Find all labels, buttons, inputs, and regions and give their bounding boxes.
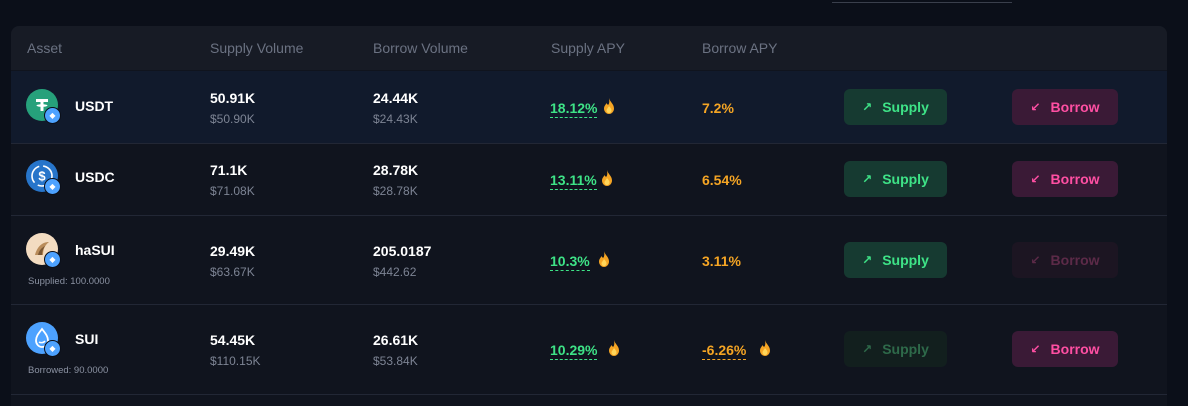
arrow-up-right-icon: ↗ (862, 253, 873, 267)
arrow-up-right-icon: ↗ (862, 172, 873, 186)
supply-label: Supply (882, 99, 929, 115)
supply-button[interactable]: ↗ Supply (844, 89, 947, 125)
asset-name: haSUI (75, 242, 115, 258)
header-asset: Asset (27, 40, 63, 56)
borrow-label: Borrow (1050, 171, 1100, 187)
arrow-down-left-icon: ↙ (1030, 100, 1041, 114)
arrow-up-right-icon: ↗ (862, 100, 873, 114)
supply-button[interactable]: ↗ Supply (844, 242, 947, 278)
asset-name: USDT (75, 98, 114, 114)
borrow-volume: 28.78K (373, 162, 419, 178)
sui-droplet-icon: ◆ (44, 178, 61, 195)
header-borrow-apy: Borrow APY (702, 40, 778, 56)
borrow-volume-usd: $28.78K (373, 184, 418, 198)
supply-label: Supply (882, 341, 929, 357)
svg-text:$: $ (38, 169, 46, 184)
markets-table: Asset Supply Volume Borrow Volume Supply… (11, 26, 1167, 406)
borrow-button[interactable]: ↙ Borrow (1012, 161, 1118, 197)
borrow-volume-usd: $442.62 (373, 265, 417, 279)
header-supply-volume: Supply Volume (210, 40, 304, 56)
supplied-amount: Supplied: 100.0000 (28, 276, 110, 287)
supply-label: Supply (882, 252, 929, 268)
arrow-down-left-icon: ↙ (1030, 253, 1041, 267)
supply-apy[interactable]: 18.12% (550, 100, 598, 118)
usdt-icon (26, 89, 58, 121)
supply-button[interactable]: ↗ Supply (844, 161, 947, 197)
header-borrow-volume: Borrow Volume (373, 40, 468, 56)
fire-icon (602, 170, 612, 186)
borrow-label: Borrow (1050, 341, 1100, 357)
supply-volume-usd: $63.67K (210, 265, 255, 279)
supply-volume-usd: $71.08K (210, 184, 255, 198)
asset-name: USDC (75, 169, 115, 185)
borrow-volume: 26.61K (373, 332, 419, 348)
supply-volume: 71.1K (210, 162, 248, 178)
arrow-up-right-icon: ↗ (862, 342, 873, 356)
table-header: Asset Supply Volume Borrow Volume Supply… (11, 26, 1167, 70)
supply-volume-usd: $50.90K (210, 112, 255, 126)
top-divider (832, 0, 1012, 3)
borrow-label: Borrow (1050, 252, 1100, 268)
borrow-apy: 3.11% (702, 253, 741, 269)
supply-button-disabled[interactable]: ↗ Supply (844, 331, 947, 367)
borrow-label: Borrow (1050, 99, 1100, 115)
asset-name: SUI (75, 331, 99, 347)
arrow-down-left-icon: ↙ (1030, 342, 1041, 356)
header-supply-apy: Supply APY (551, 40, 625, 56)
table-row-usdc[interactable]: $ ◆ USDC 71.1K $71.08K 28.78K $28.78K 13… (11, 144, 1167, 216)
table-row-hasui[interactable]: ◆ haSUI Supplied: 100.0000 29.49K $63.67… (11, 216, 1167, 305)
table-row-usdt[interactable]: ◆ USDT 50.91K $50.90K 24.44K $24.43K 18.… (11, 71, 1167, 144)
supply-apy[interactable]: 13.11% (550, 172, 597, 190)
table-row-sui[interactable]: ◆ SUI Borrowed: 90.0000 54.45K $110.15K … (11, 305, 1167, 395)
fire-icon (599, 251, 609, 267)
supply-volume: 29.49K (210, 243, 256, 259)
sui-droplet-icon: ◆ (44, 340, 61, 357)
borrow-volume: 24.44K (373, 90, 419, 106)
supply-label: Supply (882, 171, 929, 187)
borrow-volume-usd: $24.43K (373, 112, 418, 126)
borrow-apy: 7.2% (702, 100, 734, 116)
borrow-button[interactable]: ↙ Borrow (1012, 89, 1118, 125)
fire-icon (609, 340, 619, 356)
supply-apy[interactable]: 10.3% (550, 253, 590, 271)
arrow-down-left-icon: ↙ (1030, 172, 1041, 186)
borrow-volume: 205.0187 (373, 243, 432, 259)
sui-droplet-icon: ◆ (44, 107, 61, 124)
borrowed-amount: Borrowed: 90.0000 (28, 365, 109, 376)
supply-apy[interactable]: 10.29% (550, 342, 598, 360)
borrow-volume-usd: $53.84K (373, 354, 418, 368)
supply-volume: 54.45K (210, 332, 256, 348)
fire-icon (604, 98, 614, 114)
borrow-apy: 6.54% (702, 172, 742, 188)
fire-icon (760, 340, 770, 356)
borrow-button-disabled[interactable]: ↙ Borrow (1012, 242, 1118, 278)
borrow-button[interactable]: ↙ Borrow (1012, 331, 1118, 367)
sui-droplet-icon: ◆ (44, 251, 61, 268)
supply-volume-usd: $110.15K (210, 354, 261, 368)
supply-volume: 50.91K (210, 90, 256, 106)
borrow-apy[interactable]: -6.26% (702, 342, 747, 360)
